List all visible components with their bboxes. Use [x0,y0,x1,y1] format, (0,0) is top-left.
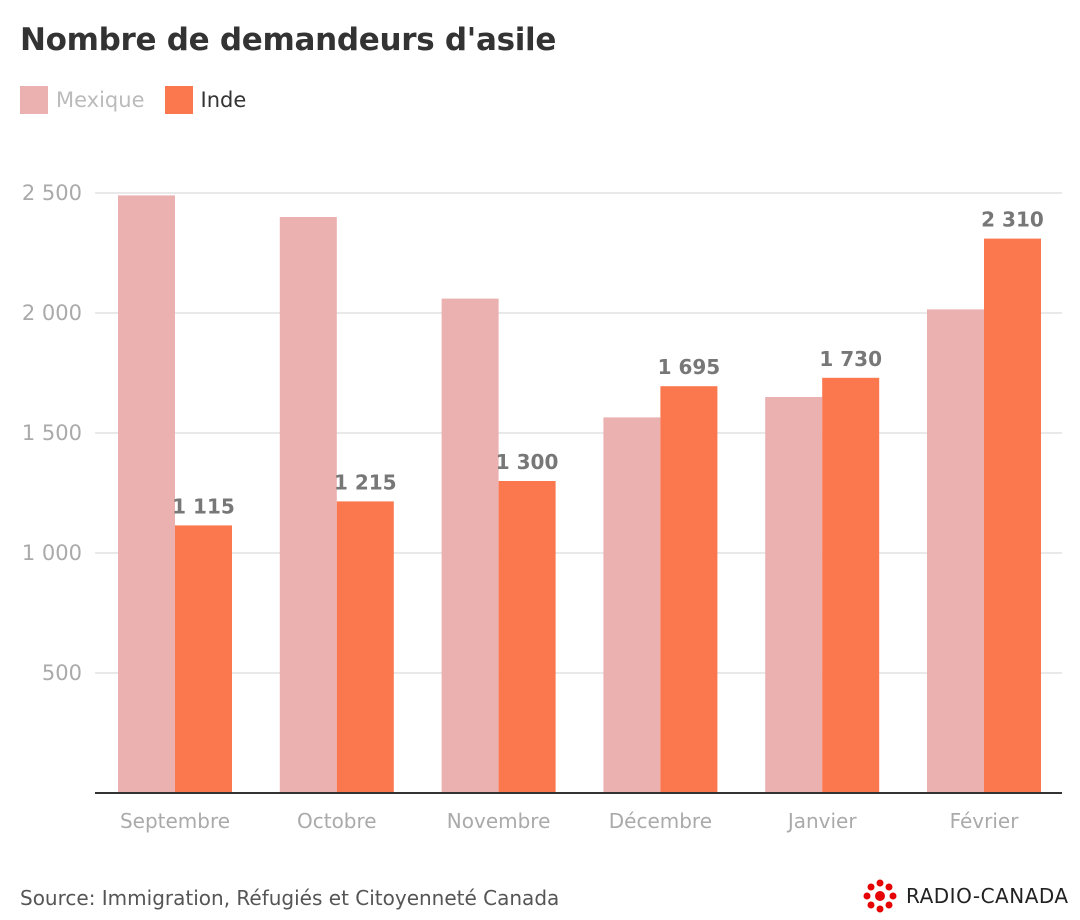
bar-mexique [927,309,984,793]
data-label: 2 310 [981,208,1044,232]
bar-inde [660,386,718,793]
y-tick-label: 500 [42,661,82,685]
bar-mexique [279,217,337,793]
radio-canada-logo: RADIO-CANADA [862,878,1069,914]
y-tick-label: 1 500 [22,421,82,445]
bar-inde [175,525,232,793]
legend-swatch-mexique [20,86,48,114]
x-tick-label: Novembre [447,809,551,833]
legend-item-inde[interactable]: Inde [164,86,247,114]
data-label: 1 300 [496,450,559,474]
x-tick-label: Février [950,809,1020,833]
logo-text: RADIO-CANADA [906,884,1069,908]
y-tick-label: 2 000 [22,301,82,325]
legend-swatch-inde [164,86,193,114]
legend-label-mexique: Mexique [56,88,145,112]
bar-inde [984,238,1041,794]
x-tick-label: Octobre [297,809,377,833]
chart-title: Nombre de demandeurs d'asile [20,22,557,58]
legend-item-mexique[interactable]: Mexique [20,86,145,114]
bar-inde [336,501,394,793]
x-tick-label: Décembre [609,809,712,833]
bar-mexique [118,195,175,793]
y-tick-label: 1 000 [22,541,82,565]
data-label: 1 215 [334,470,397,494]
source-note: Source: Immigration, Réfugiés et Citoyen… [20,886,560,910]
cbc-gem-icon [863,879,897,913]
bar-mexique [765,397,823,793]
bar-inde [822,377,880,793]
bar-mexique [441,298,499,793]
data-label: 1 115 [172,494,235,518]
x-tick-label: Janvier [786,809,858,833]
y-tick-label: 2 500 [22,181,82,205]
bar-mexique [603,417,661,793]
bar-inde [498,481,556,793]
data-label: 1 730 [819,347,882,371]
legend: Mexique Inde [20,86,266,114]
x-tick-label: Septembre [120,809,230,833]
legend-label-inde: Inde [200,88,247,112]
data-label: 1 695 [658,355,721,379]
